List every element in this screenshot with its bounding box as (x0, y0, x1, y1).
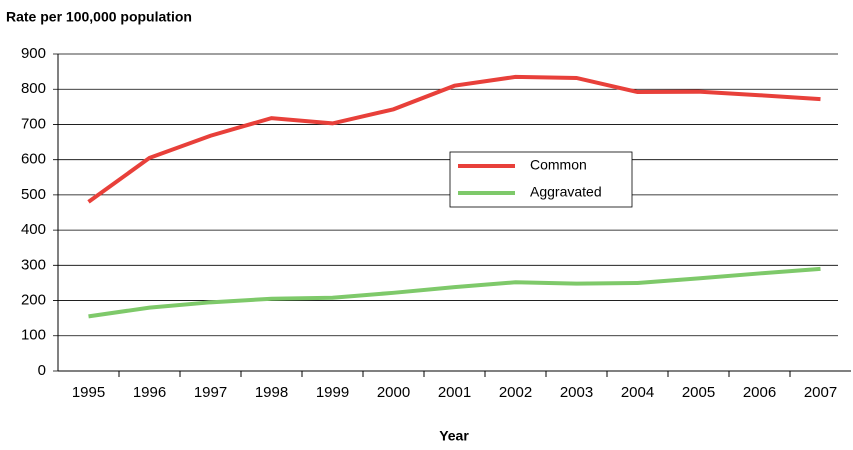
x-tick-label: 2005 (682, 384, 715, 401)
x-tick-label: 2001 (438, 384, 471, 401)
line-series (87, 74, 821, 204)
y-tick-label: 900 (21, 45, 46, 62)
legend-label: Aggravated (530, 184, 602, 200)
y-tick-label: 100 (21, 327, 46, 344)
y-tick-label: 200 (21, 292, 46, 309)
y-tick-label: 800 (21, 80, 46, 97)
x-tick-label: 1995 (72, 384, 105, 401)
y-tick-label: 400 (21, 221, 46, 238)
x-tick-label: 1999 (316, 384, 349, 401)
y-tick-label: 0 (38, 362, 46, 379)
x-tick-label: 1996 (133, 384, 166, 401)
y-tick-label: 600 (21, 151, 46, 168)
x-tick-label: 2000 (377, 384, 410, 401)
y-tick-label: 300 (21, 256, 46, 273)
x-axis-label: Year (439, 428, 469, 444)
y-tick-label: 500 (21, 186, 46, 203)
legend-label: Common (530, 157, 587, 173)
x-tick-label: 2002 (499, 384, 532, 401)
x-tick-label: 2003 (560, 384, 593, 401)
line-series (88, 266, 821, 319)
x-tick-label: 2004 (621, 384, 654, 401)
x-tick-label: 1998 (255, 384, 288, 401)
x-tick-label: 1997 (194, 384, 227, 401)
y-tick-label: 700 (21, 115, 46, 132)
legend-box (449, 151, 633, 208)
x-tick-label: 2007 (804, 384, 837, 401)
chart-title: Rate per 100,000 population (6, 9, 192, 25)
x-tick-label: 2006 (743, 384, 776, 401)
